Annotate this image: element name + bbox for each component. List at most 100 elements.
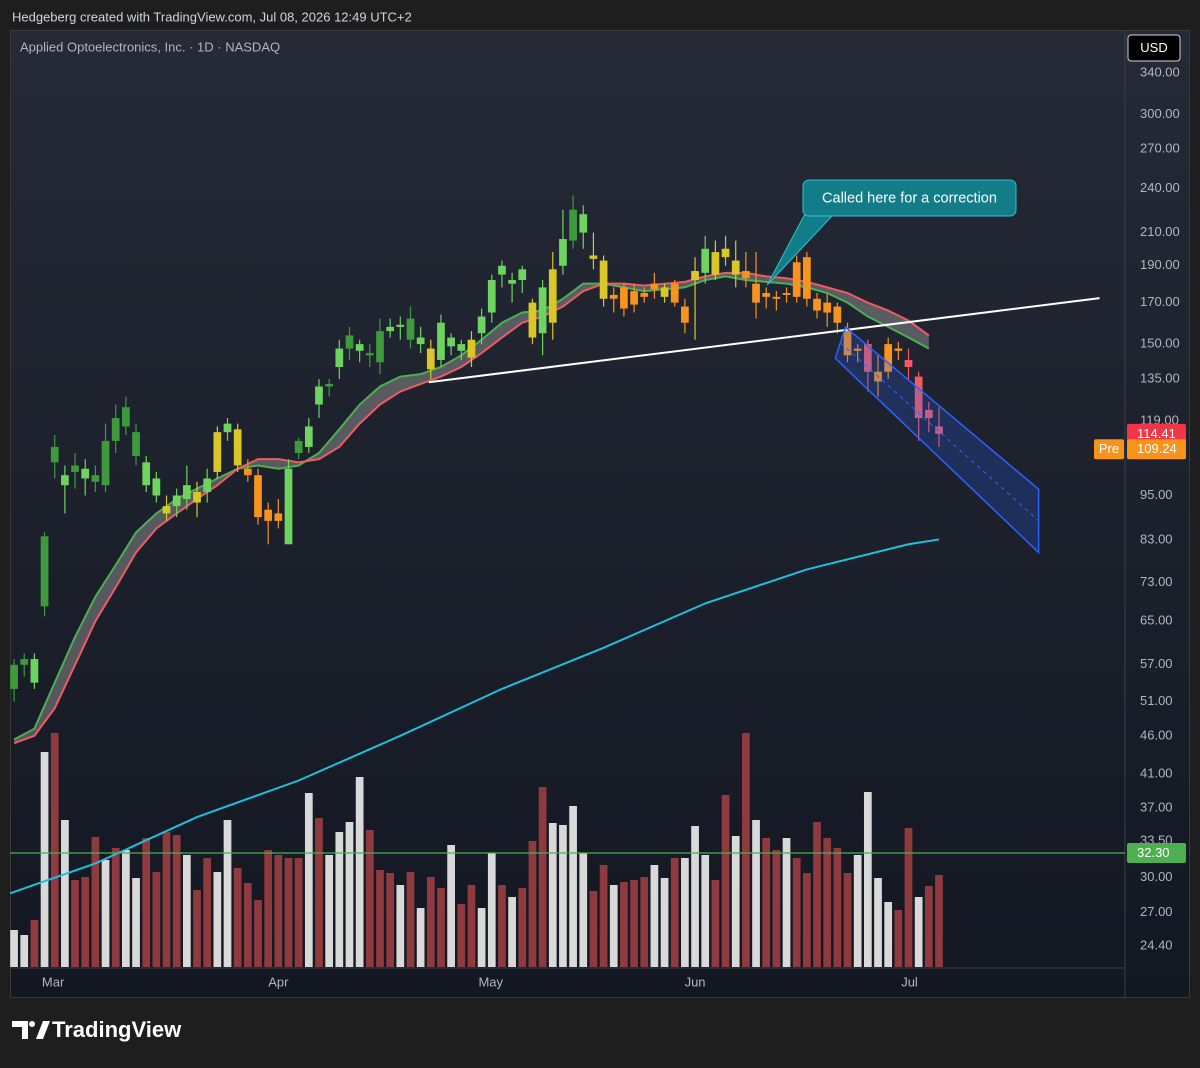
volume-bar	[650, 865, 659, 967]
candle-body	[487, 280, 496, 313]
candle-body	[731, 260, 740, 275]
volume-bar	[284, 858, 293, 967]
volume-bar	[355, 777, 364, 967]
volume-bar	[772, 850, 781, 967]
x-tick-label: Jul	[901, 974, 918, 989]
candle-body	[498, 265, 506, 275]
candle-body	[863, 344, 872, 372]
volume-bar	[335, 832, 344, 967]
y-tick-label: 65.00	[1140, 613, 1173, 628]
candle-body	[10, 664, 18, 689]
price-line-box	[1127, 843, 1186, 864]
volume-bar	[304, 793, 313, 967]
volume-bar	[345, 822, 354, 967]
candle-body	[630, 291, 638, 305]
candle-body	[50, 446, 59, 463]
volume-bar	[548, 823, 557, 967]
candle-body	[935, 426, 943, 434]
y-tick-label: 30.00	[1140, 869, 1173, 884]
candle-body	[609, 294, 618, 299]
candle-body	[40, 536, 49, 607]
candle-body	[233, 429, 242, 466]
candle-body	[691, 271, 699, 281]
x-tick-label: Jun	[685, 974, 706, 989]
candle-body	[386, 326, 394, 332]
candle-body	[772, 296, 781, 299]
y-tick-label: 57.00	[1140, 656, 1173, 671]
candle-body	[437, 322, 445, 360]
volume-bar	[640, 877, 649, 967]
volume-bar	[863, 792, 872, 967]
premarket-label: 109.24	[1137, 441, 1177, 456]
trendline	[428, 297, 1100, 384]
volume-bar	[172, 835, 181, 967]
callout-text: Called here for a correction	[822, 190, 997, 206]
candle-body	[538, 287, 547, 334]
last-price-label: 114.41	[1137, 426, 1176, 441]
candle-body	[81, 468, 90, 479]
candle-body	[162, 506, 171, 514]
y-tick-label: 300.00	[1140, 106, 1180, 121]
y-tick-label: 119.00	[1140, 412, 1179, 427]
currency-box	[1127, 34, 1181, 62]
candle-body	[243, 468, 252, 476]
y-tick-label: 135.00	[1140, 370, 1180, 385]
premarket-tag-box	[1094, 439, 1124, 460]
candle-body	[681, 306, 689, 323]
candle-body	[762, 293, 771, 297]
candle-body	[792, 262, 801, 297]
candle-body	[132, 432, 140, 457]
volume-bar	[762, 838, 771, 967]
candle-body	[579, 214, 588, 233]
volume-bar	[243, 883, 252, 967]
x-tick-label: May	[478, 974, 503, 989]
candle-body	[650, 283, 659, 290]
volume-bar	[20, 935, 29, 967]
volume-bar	[843, 873, 852, 967]
candle-body	[548, 269, 557, 323]
logo-icon	[29, 1021, 35, 1027]
candle-body	[894, 348, 903, 351]
candle-body	[813, 298, 821, 311]
candle-body	[569, 209, 577, 241]
volume-bar	[457, 904, 466, 967]
volume-bar	[894, 910, 903, 967]
candle-body	[172, 495, 181, 507]
y-tick-label: 46.00	[1140, 727, 1173, 742]
volume-bar	[630, 880, 638, 967]
volume-bar	[152, 872, 161, 967]
candle-body	[914, 376, 923, 419]
volume-bar	[660, 878, 669, 967]
volume-bar	[579, 853, 588, 967]
candle-body	[924, 409, 933, 419]
candle-body	[508, 280, 516, 284]
y-tick-label: 170.00	[1140, 294, 1180, 309]
candle-body	[213, 432, 222, 472]
volume-bar	[254, 900, 262, 967]
y-tick-label: 210.00	[1140, 224, 1180, 239]
volume-bar	[264, 850, 273, 967]
candle-body	[721, 248, 730, 258]
candle-body	[101, 440, 110, 486]
volume-bar	[406, 872, 415, 967]
candle-body	[315, 386, 323, 405]
candle-body	[406, 318, 415, 340]
volume-bar	[528, 841, 537, 967]
candle-body	[20, 659, 29, 665]
volume-bar	[924, 886, 933, 967]
y-tick-label: 27.00	[1140, 904, 1173, 919]
candle-body	[416, 337, 425, 345]
candle-body	[294, 440, 303, 453]
candle-body	[843, 328, 852, 356]
volume-bar	[111, 848, 120, 967]
candle-body	[823, 302, 832, 313]
volume-bar	[223, 820, 232, 967]
candle-body	[30, 659, 39, 683]
candle-body	[742, 271, 750, 279]
candle-body	[589, 255, 598, 259]
candle-body	[833, 306, 842, 323]
candle-body	[122, 407, 130, 427]
volume-bar	[609, 885, 618, 967]
volume-bar	[203, 858, 212, 967]
